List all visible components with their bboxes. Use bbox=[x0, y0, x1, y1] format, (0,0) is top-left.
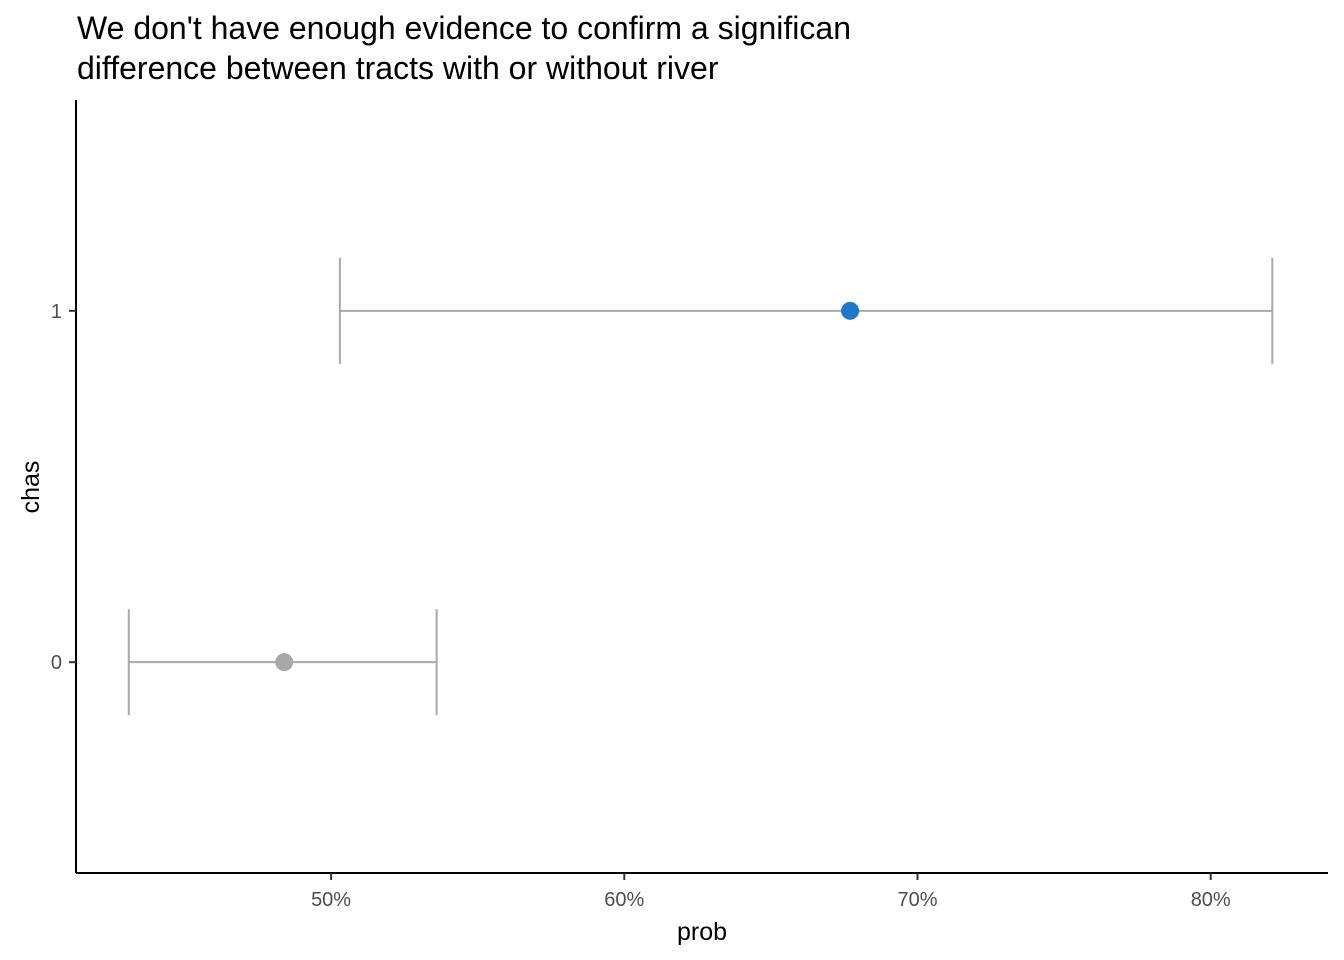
plot-marks bbox=[127, 257, 1274, 716]
y-axis-ticks: 01 bbox=[51, 301, 76, 674]
x-tick-label: 60% bbox=[604, 889, 644, 911]
x-tick-label: 70% bbox=[897, 889, 937, 911]
x-axis-title: prob bbox=[677, 918, 727, 946]
x-axis-ticks: 50% 60% 70% 80% bbox=[311, 873, 1231, 911]
chart-title-line-1: We don't have enough evidence to confirm… bbox=[77, 10, 851, 46]
x-tick-label: 80% bbox=[1191, 889, 1231, 911]
y-axis-title: chas bbox=[17, 461, 45, 514]
y-tick-label: 0 bbox=[51, 652, 62, 674]
estimate-point bbox=[841, 301, 860, 320]
chart-title-line-2: difference between tracts with or withou… bbox=[77, 50, 719, 86]
y-tick-label: 1 bbox=[51, 301, 62, 323]
errorbar-group-1 bbox=[338, 257, 1274, 364]
estimate-point bbox=[275, 653, 294, 672]
x-tick-label: 50% bbox=[311, 889, 351, 911]
chart-title: We don't have enough evidence to confirm… bbox=[77, 8, 1277, 88]
errorbar-group-0 bbox=[127, 609, 438, 716]
